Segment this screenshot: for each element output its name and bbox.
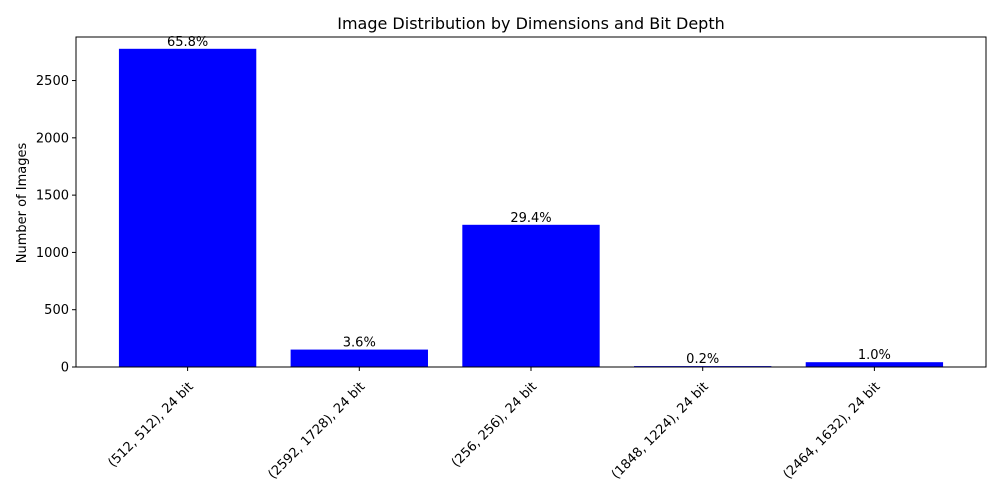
x-axis-ticks: (512, 512), 24 bit (2592, 1728), 24 bit (2… [105,367,883,482]
bar [805,362,944,367]
bar [118,48,257,367]
x-tick-label: (512, 512), 24 bit [105,379,196,470]
plot-frame [75,36,987,368]
y-tick-label: 2000 [36,131,69,146]
y-tick-label: 1500 [36,189,69,204]
x-tick-label: (1848, 1224), 24 bit [609,379,712,482]
x-tick-label: (256, 256), 24 bit [449,379,540,470]
bar-data-label: 29.4% [510,211,551,226]
bar [462,224,600,367]
bar-data-label: 0.2% [686,352,719,367]
y-tick-label: 2500 [36,74,69,89]
chart-title: Image Distribution by Dimensions and Bit… [337,14,725,33]
bar-data-label: 3.6% [343,336,376,351]
y-tick-label: 500 [44,303,69,318]
data-labels-group: 65.8% 3.6% 29.4% 0.2% 1.0% [167,35,891,367]
bar-data-label: 1.0% [858,348,891,363]
bar [290,349,428,367]
x-tick-label: (2464, 1632), 24 bit [781,379,884,482]
y-tick-label: 1000 [36,246,69,261]
bar-data-label: 65.8% [167,35,208,50]
y-tick-label: 0 [61,361,69,376]
y-axis-label: Number of Images [15,143,30,264]
x-tick-label: (2592, 1728), 24 bit [265,379,368,482]
bars-group [118,48,944,367]
y-axis-ticks: 0 500 1000 1500 2000 2500 [36,74,76,376]
